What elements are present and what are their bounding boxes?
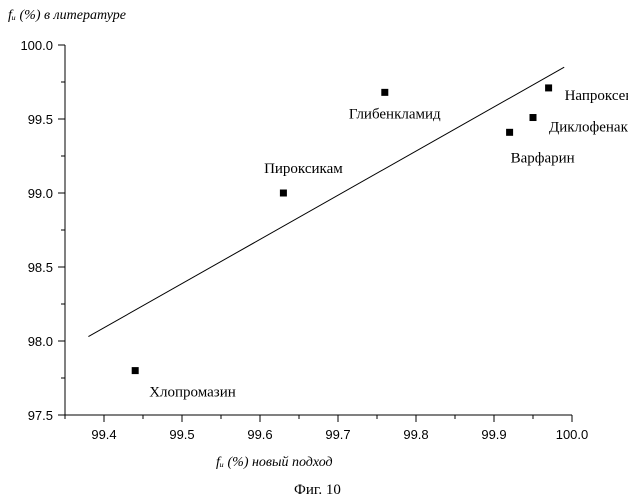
y-tick-label: 99.5 xyxy=(28,112,53,127)
data-point-label: Глибенкламид xyxy=(349,106,441,122)
x-tick-label: 99.6 xyxy=(247,427,272,442)
y-tick-label: 98.0 xyxy=(28,334,53,349)
y-axis-title: fᵤ (%) в литературе xyxy=(8,8,126,23)
y-tick-labels: 97.5 98.0 98.5 99.0 99.5 100.0 xyxy=(20,38,53,423)
x-tick-label: 99.4 xyxy=(91,427,116,442)
x-tick-label: 100.0 xyxy=(556,427,589,442)
data-point xyxy=(132,367,139,374)
data-point-label: Диклофенак xyxy=(549,120,628,136)
x-tick-label: 99.5 xyxy=(169,427,194,442)
data-point-label: Напроксен xyxy=(565,88,628,104)
x-tick-label: 99.7 xyxy=(325,427,350,442)
data-point-label: Пироксикам xyxy=(264,161,343,177)
data-point xyxy=(381,89,388,96)
x-tick-labels: 99.4 99.5 99.6 99.7 99.8 99.9 100.0 xyxy=(91,427,588,442)
data-point xyxy=(506,129,513,136)
data-point xyxy=(280,190,287,197)
data-point xyxy=(530,114,537,121)
x-tick-label: 99.8 xyxy=(403,427,428,442)
x-axis-title: fᵤ (%) новый подход xyxy=(216,455,333,470)
regression-line xyxy=(88,67,564,336)
data-point xyxy=(545,84,552,91)
axes xyxy=(58,45,572,422)
y-tick-label: 99.0 xyxy=(28,186,53,201)
data-point-label: Хлопромазин xyxy=(149,385,236,401)
y-tick-label: 97.5 xyxy=(28,408,53,423)
x-tick-label: 99.9 xyxy=(481,427,506,442)
y-tick-label: 98.5 xyxy=(28,260,53,275)
figure-caption: Фиг. 10 xyxy=(294,482,341,498)
y-tick-label: 100.0 xyxy=(20,38,53,53)
fit-line-group xyxy=(88,67,564,336)
data-points: Хлопромазин Пироксикам Глибенкламид Варфари… xyxy=(132,84,628,400)
data-point-label: Варфарин xyxy=(511,150,575,166)
